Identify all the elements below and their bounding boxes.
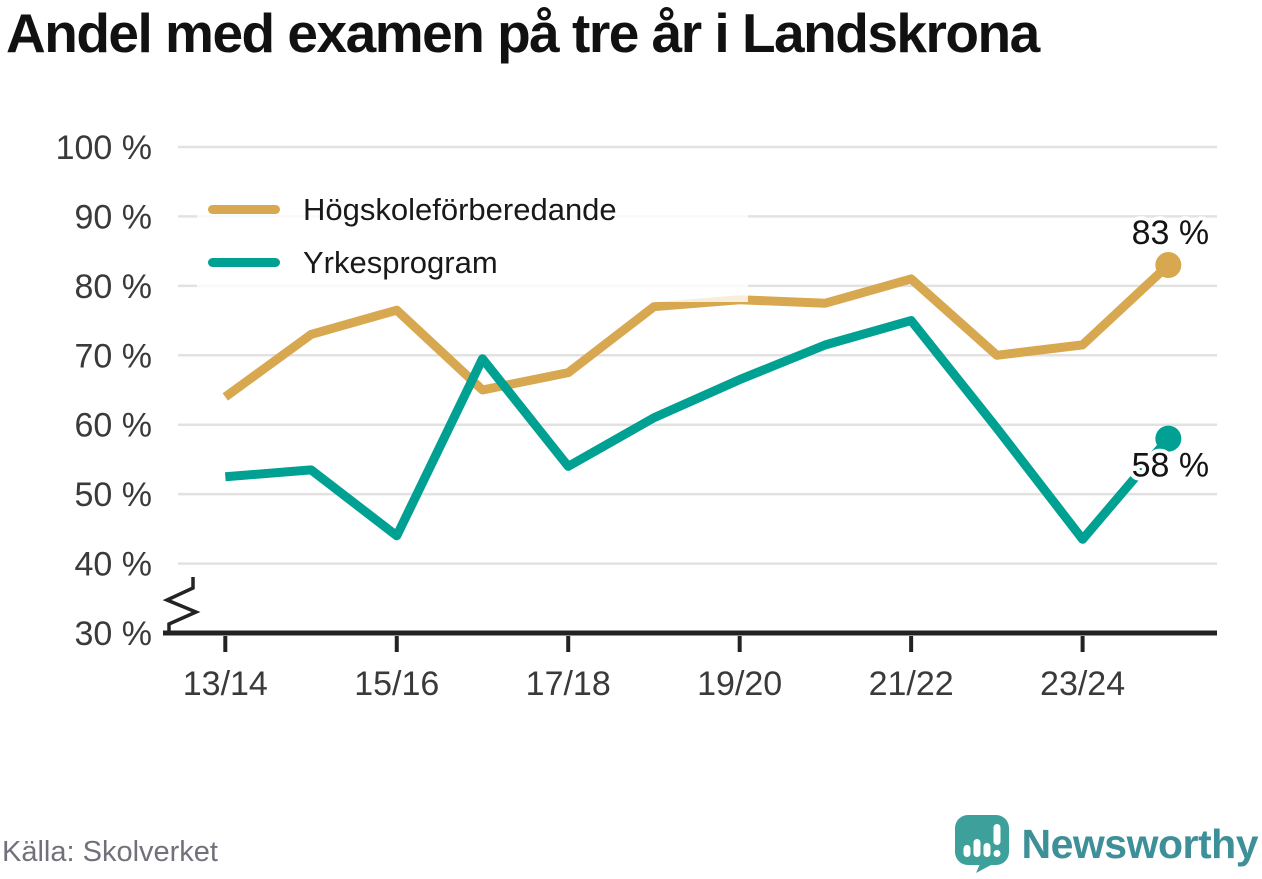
svg-text:60 %: 60 % bbox=[75, 407, 153, 445]
legend-label-hogskoleforberedande: Högskoleförberedande bbox=[303, 192, 617, 227]
source-caption: Källa: Skolverket bbox=[2, 836, 218, 868]
legend-item-hogskoleforberedande: Högskoleförberedande bbox=[208, 194, 748, 225]
svg-text:19/20: 19/20 bbox=[697, 665, 782, 703]
svg-text:40 %: 40 % bbox=[75, 546, 153, 584]
svg-text:15/16: 15/16 bbox=[354, 665, 439, 703]
svg-text:80 %: 80 % bbox=[75, 268, 153, 306]
svg-text:50 %: 50 % bbox=[75, 476, 153, 514]
svg-text:100 %: 100 % bbox=[56, 129, 152, 167]
svg-text:70 %: 70 % bbox=[75, 337, 153, 375]
svg-text:30 %: 30 % bbox=[75, 615, 153, 653]
newsworthy-wordmark: Newsworthy bbox=[1021, 820, 1259, 867]
svg-text:83 %: 83 % bbox=[1132, 214, 1210, 252]
legend-item-yrkesprogram: Yrkesprogram bbox=[208, 247, 748, 278]
svg-text:13/14: 13/14 bbox=[183, 665, 268, 703]
svg-text:23/24: 23/24 bbox=[1040, 665, 1125, 703]
svg-text:17/18: 17/18 bbox=[526, 665, 611, 703]
legend-swatch-teal bbox=[208, 258, 280, 267]
chart-legend: Högskoleförberedande Yrkesprogram bbox=[197, 170, 748, 302]
svg-text:90 %: 90 % bbox=[75, 198, 153, 236]
svg-text:58 %: 58 % bbox=[1132, 447, 1210, 485]
newsworthy-logo-icon bbox=[954, 815, 1009, 873]
chart-title: Andel med examen på tre år i Landskrona bbox=[6, 2, 1040, 64]
svg-text:21/22: 21/22 bbox=[869, 665, 954, 703]
legend-swatch-gold bbox=[208, 205, 280, 214]
newsworthy-logo[interactable]: Newsworthy bbox=[954, 815, 1259, 873]
legend-label-yrkesprogram: Yrkesprogram bbox=[303, 245, 498, 280]
